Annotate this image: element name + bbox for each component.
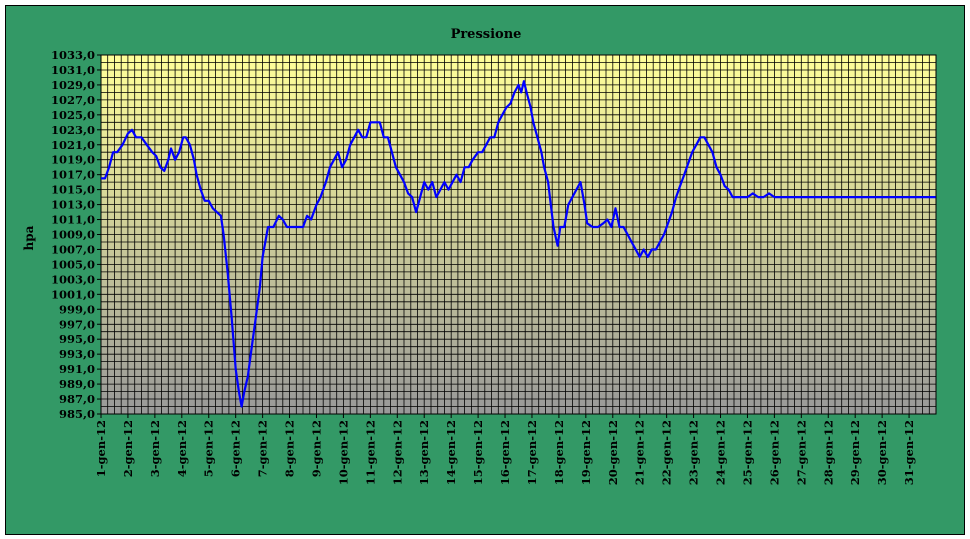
y-tick-label: 1029,0 <box>51 78 95 92</box>
y-tick-label: 1023,0 <box>51 123 95 137</box>
y-tick-label: 1011,0 <box>51 213 95 227</box>
y-tick-label: 1009,0 <box>51 228 95 242</box>
y-tick-label: 995,0 <box>59 332 95 346</box>
y-tick-label: 991,0 <box>59 362 95 376</box>
series-layer <box>101 80 936 408</box>
y-tick-label: 987,0 <box>59 392 95 406</box>
series-line <box>101 80 936 408</box>
x-tick-label: 30-gen-12 <box>875 420 889 485</box>
y-tick-label: 1007,0 <box>51 242 95 256</box>
x-tick-label: 26-gen-12 <box>767 420 781 485</box>
y-axis: 985,0987,0989,0991,0993,0995,0997,0999,0… <box>51 48 101 421</box>
grid <box>101 55 936 414</box>
y-tick-label: 1033,0 <box>51 48 95 62</box>
x-tick-label: 5-gen-12 <box>202 420 216 477</box>
x-tick-label: 21-gen-12 <box>633 420 647 485</box>
x-tick-label: 18-gen-12 <box>552 420 566 485</box>
x-tick-label: 19-gen-12 <box>579 420 593 485</box>
x-tick-label: 8-gen-12 <box>283 420 297 477</box>
y-tick-label: 993,0 <box>59 347 95 361</box>
x-tick-label: 24-gen-12 <box>714 420 728 485</box>
y-tick-label: 1015,0 <box>51 183 95 197</box>
x-tick-label: 10-gen-12 <box>336 420 350 485</box>
x-tick-label: 23-gen-12 <box>687 420 701 485</box>
x-tick-label: 11-gen-12 <box>363 420 377 485</box>
x-tick-label: 22-gen-12 <box>660 420 674 485</box>
x-tick-label: 29-gen-12 <box>848 420 862 485</box>
x-tick-label: 13-gen-12 <box>417 420 431 485</box>
y-tick-label: 1003,0 <box>51 272 95 286</box>
x-tick-label: 14-gen-12 <box>444 420 458 485</box>
y-tick-label: 989,0 <box>59 377 95 391</box>
y-tick-label: 1027,0 <box>51 93 95 107</box>
x-axis: 1-gen-12 2-gen-12 3-gen-12 4-gen-12 5-gen-12… <box>94 414 916 485</box>
y-tick-label: 985,0 <box>59 407 95 421</box>
chart-title: Pressione <box>451 27 522 42</box>
chart: Pressione hpa 985,0987,0989,0991,0993,09… <box>22 27 937 485</box>
x-tick-label: 25-gen-12 <box>740 420 754 485</box>
x-tick-label: 17-gen-12 <box>525 420 539 485</box>
y-tick-label: 999,0 <box>59 302 95 316</box>
y-tick-label: 1005,0 <box>51 257 95 271</box>
x-tick-label: 27-gen-12 <box>794 420 808 485</box>
y-tick-label: 1013,0 <box>51 198 95 212</box>
y-tick-label: 1019,0 <box>51 153 95 167</box>
x-tick-label: 3-gen-12 <box>148 420 162 477</box>
x-tick-label: 28-gen-12 <box>821 420 835 485</box>
x-tick-label: 20-gen-12 <box>606 420 620 485</box>
y-tick-label: 1025,0 <box>51 108 95 122</box>
x-tick-label: 15-gen-12 <box>471 420 485 485</box>
x-tick-label: 4-gen-12 <box>175 420 189 477</box>
x-tick-label: 1-gen-12 <box>94 420 108 477</box>
chart-frame: Pressione hpa 985,0 987,0 989,0 991,0 993,0 9… <box>5 5 965 535</box>
x-tick-label: 31-gen-12 <box>902 420 916 485</box>
x-tick-label: 7-gen-12 <box>256 420 270 477</box>
y-tick-label: 1031,0 <box>51 63 95 77</box>
x-tick-label: 12-gen-12 <box>390 420 404 485</box>
y-tick-label: 997,0 <box>59 317 95 331</box>
x-tick-label: 2-gen-12 <box>121 420 135 477</box>
x-tick-label: 16-gen-12 <box>498 420 512 485</box>
x-tick-label: 6-gen-12 <box>229 420 243 477</box>
y-tick-label: 1001,0 <box>51 287 95 301</box>
x-tick-label: 9-gen-12 <box>309 420 323 477</box>
y-axis-label: hpa <box>22 225 36 250</box>
y-tick-label: 1017,0 <box>51 168 95 182</box>
y-tick-label: 1021,0 <box>51 138 95 152</box>
